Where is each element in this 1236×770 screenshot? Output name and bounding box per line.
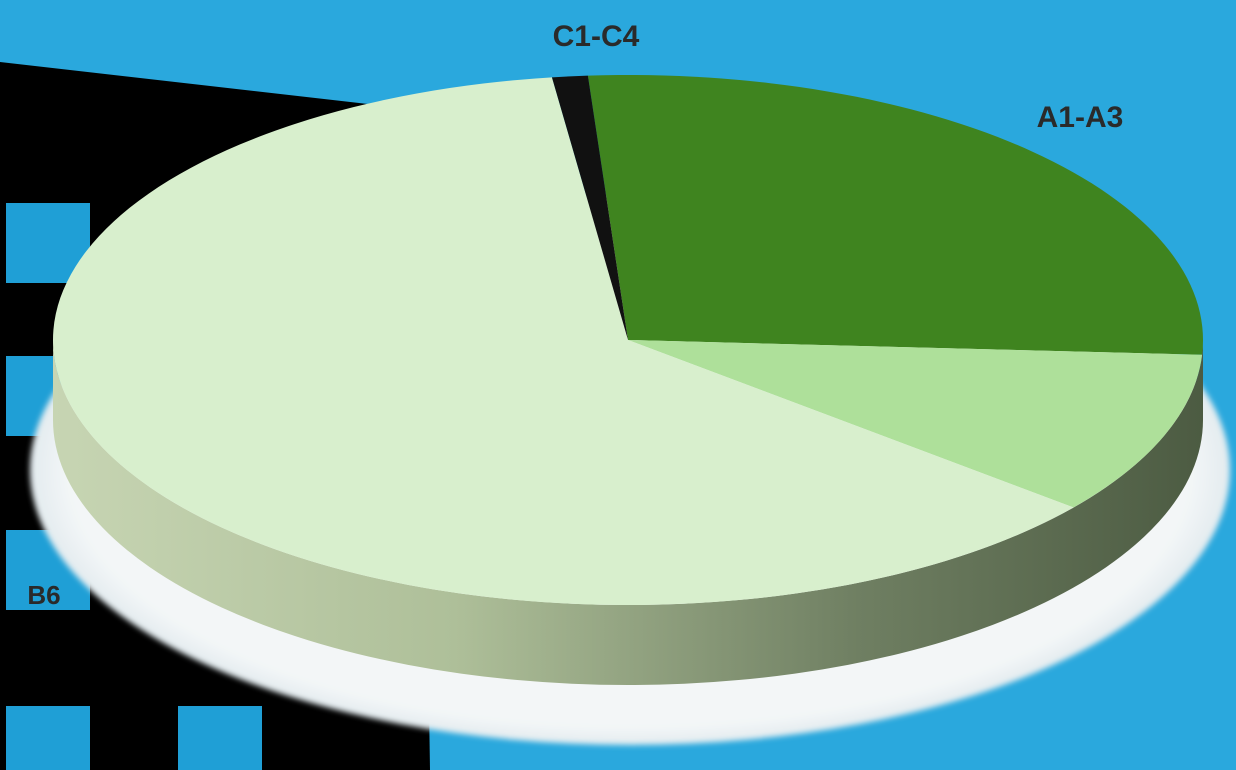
label-c1-c4: C1-C4 bbox=[553, 20, 640, 53]
pie-slices bbox=[53, 75, 1203, 605]
label-b6: B6 bbox=[27, 580, 60, 610]
label-a1-a3: A1-A3 bbox=[1037, 101, 1124, 134]
